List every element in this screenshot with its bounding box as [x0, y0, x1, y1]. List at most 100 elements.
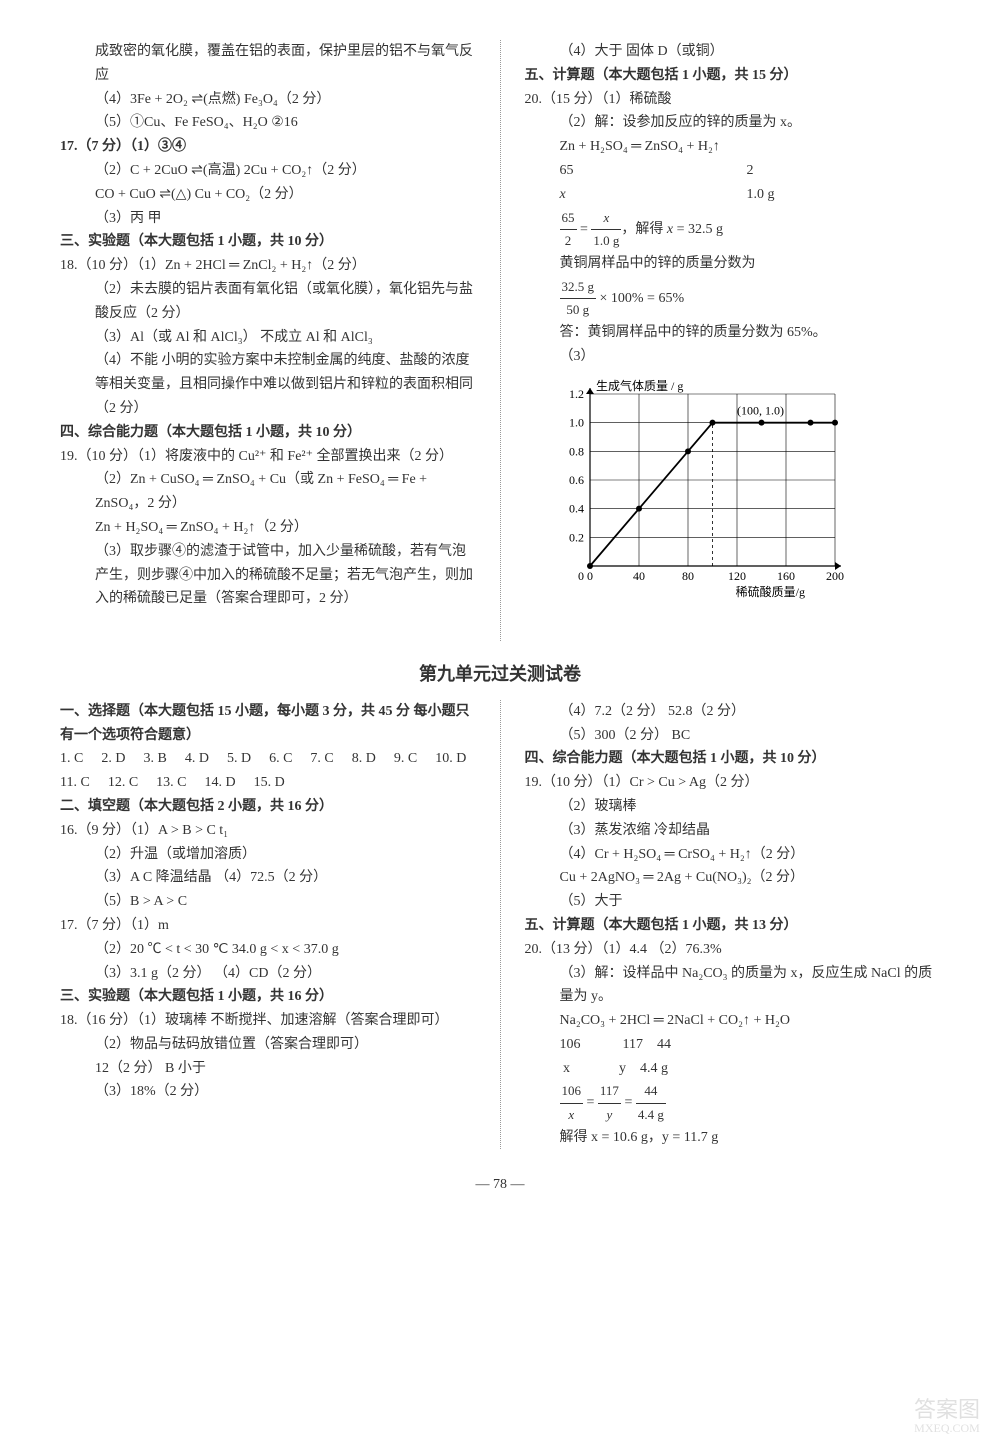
section-5-header: 五、计算题（本大题包括 1 小题，共 15 分） [525, 64, 941, 88]
page-footer: — 78 — [60, 1173, 940, 1197]
text: （4）不能 小明的实验方案中未控制金属的纯度、盐酸的浓度等相关变量，且相同操作中… [60, 349, 476, 420]
mc-answers: 1. C2. D3. B4. D5. D6. C7. C8. D9. C10. … [60, 747, 476, 795]
svg-text:0.4: 0.4 [569, 502, 584, 516]
text: Zn + H₂SO₄ ═ ZnSO₄ + H₂↑（2 分） [60, 516, 476, 540]
text: （2）C + 2CuO ⇌(高温) 2Cu + CO₂↑（2 分） [60, 159, 476, 183]
mc-answer: 12. C [108, 771, 138, 795]
mc-answer: 4. D [185, 747, 209, 771]
mc-answer: 7. C [310, 747, 333, 771]
mc-answer: 10. D [435, 747, 466, 771]
svg-text:120: 120 [728, 569, 746, 583]
text: 解得 x = 10.6 g，y = 11.7 g [525, 1126, 941, 1150]
svg-text:0: 0 [578, 569, 584, 583]
text: 答：黄铜屑样品中的锌的质量分数为 65%。 [525, 321, 941, 345]
mc-answer: 2. D [101, 747, 125, 771]
section-1-header: 一、选择题（本大题包括 15 小题，每小题 3 分，共 45 分 每小题只有一个… [60, 700, 476, 748]
text: 652 = x1.0 g，解得 x = 32.5 g [525, 207, 941, 252]
watermark-bot: MXEQ.COM [914, 1422, 980, 1435]
text: （3）18%（2 分） [60, 1080, 476, 1104]
mc-answer: 3. B [143, 747, 166, 771]
text: （4）7.2（2 分） 52.8（2 分） [525, 700, 941, 724]
mc-answer: 15. D [254, 771, 285, 795]
svg-text:生成气体质量 / g: 生成气体质量 / g [596, 378, 683, 393]
text: （5）大于 [525, 890, 941, 914]
column-divider [500, 40, 501, 641]
q18-head: 18.（10 分）（1）Zn + 2HCl ═ ZnCl₂ + H₂↑（2 分） [60, 254, 476, 278]
text: （3）A C 降温结晶 （4）72.5（2 分） [60, 866, 476, 890]
svg-text:0.2: 0.2 [569, 531, 584, 545]
svg-text:40: 40 [633, 569, 645, 583]
mc-answer: 11. C [60, 771, 90, 795]
section-5b-header: 五、计算题（本大题包括 1 小题，共 13 分） [525, 914, 941, 938]
svg-text:80: 80 [682, 569, 694, 583]
q19b-head: 19.（10 分）（1）Cr > Cu > Ag（2 分） [525, 771, 941, 795]
text: （5）B > A > C [60, 890, 476, 914]
mc-answer: 6. C [269, 747, 292, 771]
text: （3）解：设样品中 Na₂CO₃ 的质量为 x，反应生成 NaCl 的质量为 y… [525, 962, 941, 1010]
text: 12（2 分） B 小于 [60, 1057, 476, 1081]
text: （2）未去膜的铝片表面有氧化铝（或氧化膜），氧化铝先与盐酸反应（2 分） [60, 278, 476, 326]
mc-answer: 14. D [205, 771, 236, 795]
val: x [560, 183, 620, 207]
svg-text:稀硫酸质量/g: 稀硫酸质量/g [735, 584, 804, 599]
q17b-head: 17.（7 分）（1）m [60, 914, 476, 938]
gas-mass-chart: 0 40 80 120 160 200 0.2 0.4 0.6 0.8 1.0 1.2 0 (100, 1… [545, 376, 941, 633]
val: 65 [560, 159, 620, 183]
svg-text:0.8: 0.8 [569, 445, 584, 459]
svg-text:160: 160 [777, 569, 795, 583]
text: Na₂CO₃ + 2HCl ═ 2NaCl + CO₂↑ + H₂O [525, 1009, 941, 1033]
text: （3）3.1 g（2 分） （4）CD（2 分） [60, 962, 476, 986]
text: Cu + 2AgNO₃ ═ 2Ag + Cu(NO₃)₂（2 分） [525, 866, 941, 890]
unit9-title: 第九单元过关测试卷 [60, 659, 940, 690]
val: 2 [747, 163, 754, 178]
text: （4）大于 固体 D（或铜） [525, 40, 941, 64]
ratio-row: 65 2 [525, 159, 941, 183]
lower-right-col: （4）7.2（2 分） 52.8（2 分） （5）300（2 分） BC 四、综… [525, 700, 941, 1150]
text: 32.5 g50 g × 100% = 65% [525, 276, 941, 321]
column-divider [500, 700, 501, 1150]
text: （4）Cr + H₂SO₄ ═ CrSO₄ + H₂↑（2 分） [525, 843, 941, 867]
text: 106x = 117y = 444.4 g [525, 1080, 941, 1125]
upper-right-col: （4）大于 固体 D（或铜） 五、计算题（本大题包括 1 小题，共 15 分） … [525, 40, 941, 641]
lower-left-col: 一、选择题（本大题包括 15 小题，每小题 3 分，共 45 分 每小题只有一个… [60, 700, 476, 1150]
val: 1.0 g [747, 187, 775, 202]
text: Zn + H₂SO₄ ═ ZnSO₄ + H₂↑ [525, 135, 941, 159]
text: （2）物品与砝码放错位置（答案合理即可） [60, 1033, 476, 1057]
text: x y 4.4 g [525, 1057, 941, 1081]
text: （2）玻璃棒 [525, 795, 941, 819]
q16-head: 16.（9 分）（1）A > B > C t₁ [60, 819, 476, 843]
q20b-head: 20.（13 分）（1）4.4 （2）76.3% [525, 938, 941, 962]
svg-text:0: 0 [587, 569, 593, 583]
mc-answer: 1. C [60, 747, 83, 771]
q17-head: 17.（7 分）（1）③④ [60, 135, 476, 159]
section-3b-header: 三、实验题（本大题包括 1 小题，共 16 分） [60, 985, 476, 1009]
section-4-header: 四、综合能力题（本大题包括 1 小题，共 10 分） [60, 421, 476, 445]
text: （3）取步骤④的滤渣于试管中，加入少量稀硫酸，若有气泡产生，则步骤④中加入的稀硫… [60, 540, 476, 611]
text: （5）300（2 分） BC [525, 724, 941, 748]
q19-head: 19.（10 分）（1）将废液中的 Cu²⁺ 和 Fe²⁺ 全部置换出来（2 分… [60, 445, 476, 469]
line-chart-svg: 0 40 80 120 160 200 0.2 0.4 0.6 0.8 1.0 1.2 0 (100, 1… [545, 376, 900, 624]
svg-text:200: 200 [826, 569, 844, 583]
text: （3） [525, 345, 941, 369]
text: CO + CuO ⇌(△) Cu + CO₂（2 分） [60, 183, 476, 207]
section-3-header: 三、实验题（本大题包括 1 小题，共 10 分） [60, 230, 476, 254]
text: （2）解：设参加反应的锌的质量为 x。 [525, 111, 941, 135]
text: （4）3Fe + 2O₂ ⇌(点燃) Fe₃O₄（2 分） [60, 88, 476, 112]
lower-block: 一、选择题（本大题包括 15 小题，每小题 3 分，共 45 分 每小题只有一个… [60, 700, 940, 1150]
mc-answer: 5. D [227, 747, 251, 771]
text: 黄铜屑样品中的锌的质量分数为 [525, 252, 941, 276]
upper-block: 成致密的氧化膜，覆盖在铝的表面，保护里层的铝不与氧气反应 （4）3Fe + 2O… [60, 40, 940, 641]
q20-head: 20.（15 分）（1）稀硫酸 [525, 88, 941, 112]
q18b-head: 18.（16 分）（1）玻璃棒 不断搅拌、加速溶解（答案合理即可） [60, 1009, 476, 1033]
section-4b-header: 四、综合能力题（本大题包括 1 小题，共 10 分） [525, 747, 941, 771]
svg-text:1.0: 1.0 [569, 416, 584, 430]
svg-text:1.2: 1.2 [569, 387, 584, 401]
svg-text:(100, 1.0): (100, 1.0) [737, 404, 784, 418]
section-2-header: 二、填空题（本大题包括 2 小题，共 16 分） [60, 795, 476, 819]
watermark-top: 答案图 [914, 1398, 980, 1422]
svg-text:0.6: 0.6 [569, 473, 584, 487]
text: （2）20 ℃ < t < 30 ℃ 34.0 g < x < 37.0 g [60, 938, 476, 962]
q-line: 17.（7 分）（1）③④ [60, 139, 186, 154]
text: 成致密的氧化膜，覆盖在铝的表面，保护里层的铝不与氧气反应 [60, 40, 476, 88]
text: （2）Zn + CuSO₄ ═ ZnSO₄ + Cu（或 Zn + FeSO₄ … [60, 468, 476, 516]
